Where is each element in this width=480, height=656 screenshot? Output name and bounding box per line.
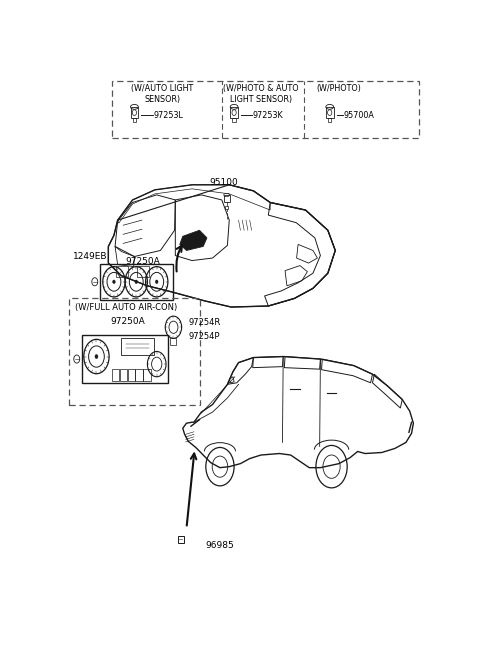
Text: 97253K: 97253K: [252, 111, 283, 119]
Text: 95100: 95100: [209, 178, 238, 188]
Text: (W/PHOTO): (W/PHOTO): [317, 84, 361, 93]
Text: 95700A: 95700A: [344, 111, 374, 119]
Text: 96985: 96985: [205, 541, 234, 550]
Text: 97250A: 97250A: [110, 317, 145, 326]
Text: 97250A: 97250A: [125, 256, 160, 266]
Polygon shape: [180, 230, 207, 251]
Text: 1249EB: 1249EB: [73, 251, 108, 260]
Circle shape: [156, 280, 158, 283]
Text: 97253L: 97253L: [154, 111, 184, 119]
Circle shape: [95, 354, 98, 359]
Text: (W/AUTO LIGHT
SENSOR): (W/AUTO LIGHT SENSOR): [131, 84, 193, 104]
Text: 97254P: 97254P: [188, 332, 220, 341]
Text: (W/PHOTO & AUTO
LIGHT SENSOR): (W/PHOTO & AUTO LIGHT SENSOR): [223, 84, 299, 104]
Circle shape: [113, 280, 115, 283]
Text: 97254R: 97254R: [188, 318, 221, 327]
Text: (W/FULL AUTO AIR-CON): (W/FULL AUTO AIR-CON): [75, 304, 177, 312]
Circle shape: [135, 280, 138, 283]
